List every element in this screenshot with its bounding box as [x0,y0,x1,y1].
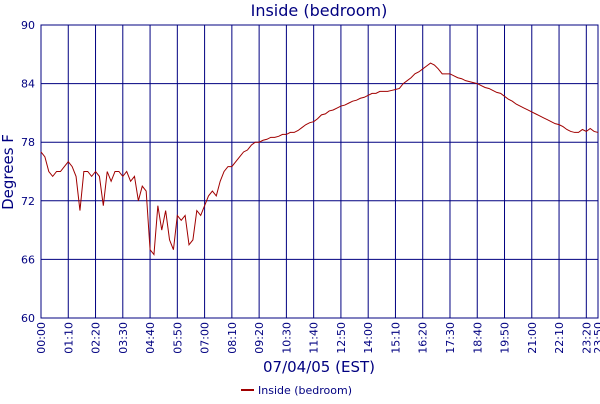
x-tick-label: 04:40 [144,322,157,354]
x-tick-label: 00:00 [35,322,48,354]
legend-label: Inside (bedroom) [258,384,352,397]
x-tick-label: 18:40 [471,322,484,354]
plot-frame [40,24,599,319]
x-tick-label: 22:10 [553,322,566,354]
x-tick-label: 10:30 [280,322,293,354]
y-tick-label: 60 [21,312,35,325]
y-tick-label: 72 [21,195,35,208]
x-tick-label: 12:50 [335,322,348,354]
x-tick-label: 05:50 [171,322,184,354]
x-tick-label: 23:20 [580,322,593,354]
y-axis-label: Degrees F [0,134,17,210]
x-tick-label: 08:10 [226,322,239,354]
chart-title: Inside (bedroom) [251,1,388,20]
x-axis-label: 07/04/05 (EST) [263,358,375,376]
y-tick-label: 84 [21,78,35,91]
x-tick-label: 21:00 [526,322,539,354]
x-tick-label: 23:50 [592,322,600,354]
x-tick-label: 16:20 [417,322,430,354]
data-line [40,62,599,256]
x-tick-label: 01:10 [62,322,75,354]
y-tick-label: 90 [21,19,35,32]
y-tick-label: 66 [21,253,35,266]
x-tick-label: 15:10 [389,322,402,354]
x-tick-label: 02:20 [90,322,103,354]
x-tick-label: 09:20 [253,322,266,354]
x-tick-label: 19:50 [499,322,512,354]
y-tick-label: 78 [21,136,35,149]
x-tick-label: 07:00 [199,322,212,354]
x-tick-label: 14:00 [362,322,375,354]
x-tick-label: 11:40 [308,322,321,354]
x-tick-label: 03:30 [117,322,130,354]
x-tick-label: 17:30 [444,322,457,354]
